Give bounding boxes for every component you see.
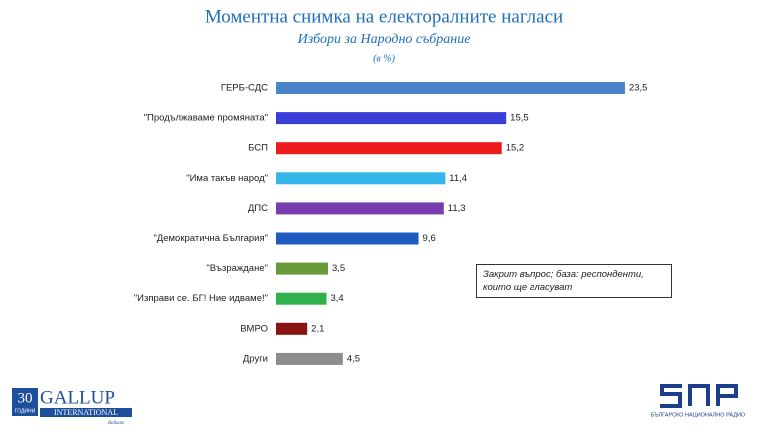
value-label: 15,2 xyxy=(506,143,524,154)
bar xyxy=(276,292,327,305)
value-label: 3,4 xyxy=(330,293,343,304)
logo-bar xyxy=(40,408,132,417)
value-label: 3,5 xyxy=(332,263,345,274)
category-label: "Изправи се. БГ! Ние идваме!" xyxy=(134,293,268,304)
logo-shape xyxy=(688,384,710,406)
value-label: 2,1 xyxy=(311,323,324,334)
bar xyxy=(276,142,502,155)
category-label: "Демократична България" xyxy=(153,233,268,244)
category-label: ВМРО xyxy=(240,323,268,334)
bar xyxy=(276,322,308,335)
category-label: БСП xyxy=(248,143,268,154)
gallup-logo: 30 ГОДИНИ GALLUP INTERNATIONAL Balkans xyxy=(12,387,132,426)
value-label: 15,5 xyxy=(510,113,529,124)
bar xyxy=(276,112,507,125)
category-label: "Има такъв народ" xyxy=(186,173,268,184)
logo-name: GALLUP xyxy=(40,387,115,408)
value-label: 4,5 xyxy=(347,353,360,364)
category-label: "Възраждане" xyxy=(206,263,268,274)
chart-subtitle: Избори за Народно събрание xyxy=(297,32,471,47)
logo-caption: БЪЛГАРСКО НАЦИОНАЛНО РАДИО xyxy=(651,412,746,418)
value-label: 9,6 xyxy=(423,233,436,244)
logo-years-word: ГОДИНИ xyxy=(15,408,36,414)
chart-title: Моментна снимка на електоралните нагласи xyxy=(205,6,563,27)
bar xyxy=(276,262,328,275)
bar xyxy=(276,172,446,185)
bar xyxy=(276,202,444,215)
bnr-logo: БЪЛГАРСКО НАЦИОНАЛНО РАДИО xyxy=(651,384,746,418)
category-label: "Продължаваме промяната" xyxy=(144,113,268,124)
bar xyxy=(276,232,419,245)
value-label: 23,5 xyxy=(629,83,648,94)
bar xyxy=(276,82,625,94)
value-label: 11,4 xyxy=(449,173,467,184)
logo-shape xyxy=(716,384,738,406)
logo-years: 30 xyxy=(18,390,33,406)
category-label: ДПС xyxy=(248,203,268,214)
category-label: ГЕРБ-СДС xyxy=(221,83,268,94)
annotation: Закрит въпрос; база: респонденти, които … xyxy=(476,264,672,298)
logo-sub: INTERNATIONAL xyxy=(54,408,118,417)
logo-shape xyxy=(660,384,682,408)
bar xyxy=(276,352,343,365)
category-label: Други xyxy=(243,353,268,364)
logo-box xyxy=(12,388,38,416)
logo-region: Balkans xyxy=(108,421,124,426)
value-label: 11,3 xyxy=(448,203,466,214)
annotation-box: Закрит въпрос; база: респонденти, които … xyxy=(476,264,672,298)
unit-note: (в %) xyxy=(373,53,396,64)
